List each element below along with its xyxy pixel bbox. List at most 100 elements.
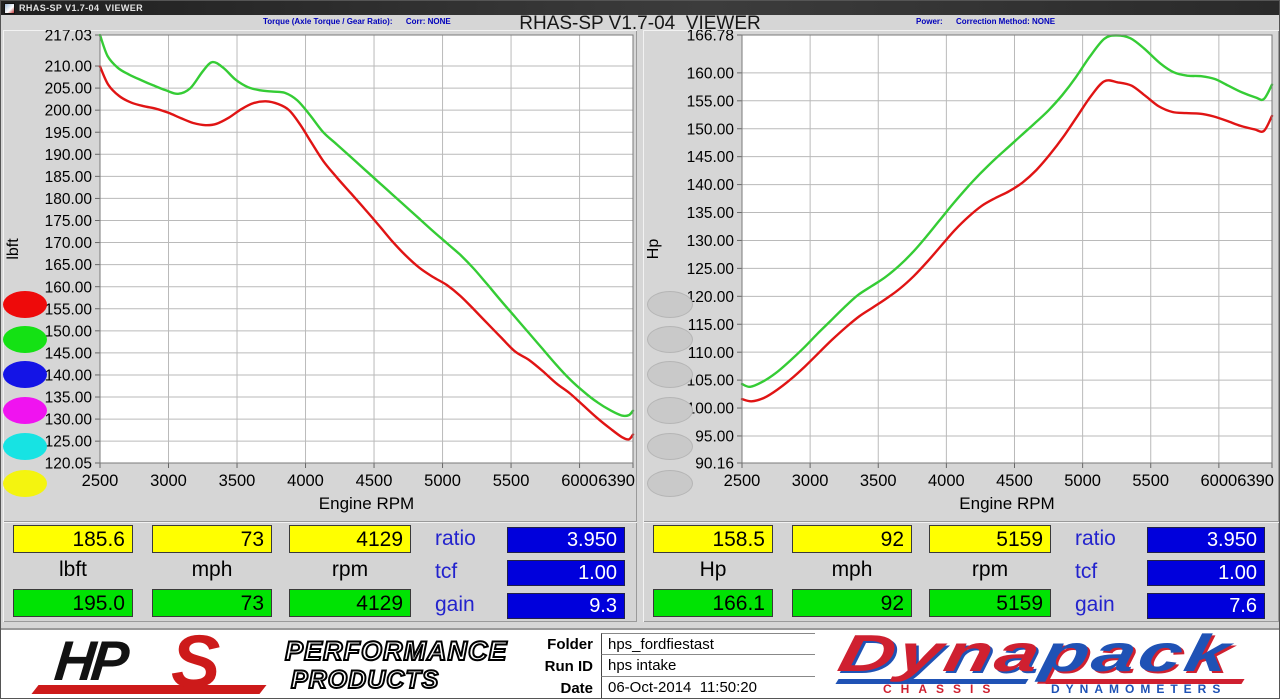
unit-label-hp: Hp bbox=[699, 558, 727, 581]
gain-label: gain bbox=[435, 593, 475, 616]
torque-axis-subtitle: Torque (Axle Torque / Gear Ratio): Corr:… bbox=[263, 17, 451, 26]
svg-text:130.00: 130.00 bbox=[687, 233, 735, 250]
svg-text:3500: 3500 bbox=[219, 472, 256, 490]
svg-text:6000: 6000 bbox=[1201, 472, 1238, 490]
gain-value-box: 9.3 bbox=[507, 593, 625, 619]
svg-text:6000: 6000 bbox=[561, 472, 598, 490]
ratio-value-box: 3.950 bbox=[507, 527, 625, 553]
hps-logo-s: S bbox=[171, 620, 221, 699]
run-hp-box: 166.1 bbox=[653, 589, 773, 617]
cursor-rpm-box: 4129 bbox=[289, 525, 411, 553]
folder-value: hps_fordfiestast bbox=[601, 633, 815, 655]
dynapack-dynamometers: DYNAMOMETERS bbox=[1051, 682, 1227, 696]
tcf-label: tcf bbox=[435, 560, 458, 583]
window-title: RHAS-SP V1.7-04 VIEWER bbox=[19, 3, 144, 13]
svg-text:155.00: 155.00 bbox=[687, 93, 735, 110]
svg-text:4500: 4500 bbox=[996, 472, 1033, 490]
svg-text:Hp: Hp bbox=[645, 239, 662, 260]
svg-text:2500: 2500 bbox=[724, 472, 761, 490]
svg-text:130.00: 130.00 bbox=[45, 412, 93, 429]
svg-text:Engine RPM: Engine RPM bbox=[319, 494, 414, 513]
svg-text:165.00: 165.00 bbox=[45, 257, 93, 274]
channel-button-blue[interactable] bbox=[3, 361, 47, 388]
channel-button-gray-1[interactable] bbox=[647, 291, 693, 318]
torque-chart: 217.03 210.00 205.00 200.00 195.00 190.00 185.… bbox=[5, 30, 635, 513]
torque-chart-panel: 217.03 210.00 205.00 200.00 195.00 190.00 185.… bbox=[3, 30, 637, 522]
svg-text:6390: 6390 bbox=[598, 472, 635, 490]
channel-button-gray-6[interactable] bbox=[647, 470, 693, 497]
svg-text:166.78: 166.78 bbox=[687, 30, 734, 45]
tcf-value-box: 1.00 bbox=[1147, 560, 1265, 586]
svg-text:125.00: 125.00 bbox=[687, 261, 735, 278]
window-titlebar: RHAS-SP V1.7-04 VIEWER bbox=[1, 1, 1279, 15]
hps-logo-products: PRODUCTS bbox=[290, 665, 440, 695]
svg-text:6390: 6390 bbox=[1237, 472, 1274, 490]
folder-label: Folder bbox=[547, 635, 593, 653]
run-torque-box: 195.0 bbox=[13, 589, 133, 617]
svg-text:170.00: 170.00 bbox=[45, 235, 93, 252]
svg-text:195.00: 195.00 bbox=[45, 125, 93, 142]
svg-text:100.00: 100.00 bbox=[687, 401, 735, 418]
svg-text:217.03: 217.03 bbox=[45, 30, 92, 45]
info-row-runid: Run ID hps intake bbox=[499, 655, 815, 677]
channel-button-cyan[interactable] bbox=[3, 433, 47, 460]
page-title: RHAS-SP V1.7-04 VIEWER bbox=[519, 13, 761, 34]
unit-label-lbft: lbft bbox=[58, 558, 87, 581]
channel-button-gray-2[interactable] bbox=[647, 326, 693, 353]
channel-button-green[interactable] bbox=[3, 326, 47, 353]
svg-text:3000: 3000 bbox=[792, 472, 829, 490]
tcf-value-box: 1.00 bbox=[507, 560, 625, 586]
channel-button-gray-5[interactable] bbox=[647, 433, 693, 460]
channel-button-magenta[interactable] bbox=[3, 397, 47, 424]
cursor-mph-box: 92 bbox=[792, 525, 912, 553]
cursor-torque-box: 185.6 bbox=[13, 525, 133, 553]
hps-logo-performance: PERFORMANCE bbox=[284, 635, 508, 667]
svg-text:185.00: 185.00 bbox=[45, 169, 93, 186]
hps-logo: HP S PERFORMANCE PRODUCTS bbox=[13, 620, 508, 698]
svg-text:120.05: 120.05 bbox=[45, 456, 92, 473]
svg-text:5500: 5500 bbox=[1132, 472, 1169, 490]
svg-text:175.00: 175.00 bbox=[45, 213, 93, 230]
svg-text:4000: 4000 bbox=[287, 472, 324, 490]
svg-text:Engine RPM: Engine RPM bbox=[959, 494, 1054, 513]
gain-value-box: 7.6 bbox=[1147, 593, 1265, 619]
run-rpm-box: 5159 bbox=[929, 589, 1051, 617]
svg-text:135.00: 135.00 bbox=[45, 390, 93, 407]
run-mph-box: 92 bbox=[792, 589, 912, 617]
channel-button-gray-3[interactable] bbox=[647, 361, 693, 388]
svg-text:190.00: 190.00 bbox=[45, 147, 93, 164]
cursor-hp-box: 158.5 bbox=[653, 525, 773, 553]
run-info-table: Folder hps_fordfiestast Run ID hps intak… bbox=[499, 633, 815, 698]
svg-text:150.00: 150.00 bbox=[687, 121, 735, 138]
unit-label-rpm: rpm bbox=[971, 558, 1009, 581]
svg-text:150.00: 150.00 bbox=[45, 323, 93, 340]
svg-text:160.00: 160.00 bbox=[45, 279, 93, 296]
svg-text:90.16: 90.16 bbox=[695, 456, 734, 473]
svg-text:110.00: 110.00 bbox=[688, 345, 735, 362]
run-rpm-box: 4129 bbox=[289, 589, 411, 617]
channel-button-gray-4[interactable] bbox=[647, 397, 693, 424]
svg-text:140.00: 140.00 bbox=[687, 177, 735, 194]
svg-text:lbft: lbft bbox=[5, 238, 22, 260]
date-value: 06-Oct-2014 11:50:20 bbox=[601, 677, 815, 698]
channel-button-red[interactable] bbox=[3, 291, 47, 318]
runid-label: Run ID bbox=[544, 657, 593, 675]
dynapack-pack: pack bbox=[1035, 625, 1238, 683]
app-icon[interactable] bbox=[4, 2, 15, 14]
info-row-date: Date 06-Oct-2014 11:50:20 bbox=[499, 677, 815, 698]
ratio-label: ratio bbox=[435, 527, 476, 550]
svg-text:4500: 4500 bbox=[356, 472, 393, 490]
svg-text:105.00: 105.00 bbox=[687, 373, 735, 390]
channel-button-yellow[interactable] bbox=[3, 470, 47, 497]
svg-text:145.00: 145.00 bbox=[45, 345, 93, 362]
tcf-label: tcf bbox=[1075, 560, 1098, 583]
svg-text:205.00: 205.00 bbox=[45, 81, 93, 98]
svg-text:4000: 4000 bbox=[928, 472, 965, 490]
svg-text:120.00: 120.00 bbox=[687, 289, 735, 306]
svg-text:5000: 5000 bbox=[424, 472, 461, 490]
svg-text:95.00: 95.00 bbox=[695, 429, 734, 446]
info-row-folder: Folder hps_fordfiestast bbox=[499, 633, 815, 655]
power-readout-panel: 158.5 92 5159 Hp mph rpm 166.1 92 5159 r… bbox=[643, 522, 1279, 622]
svg-text:200.00: 200.00 bbox=[45, 103, 93, 120]
